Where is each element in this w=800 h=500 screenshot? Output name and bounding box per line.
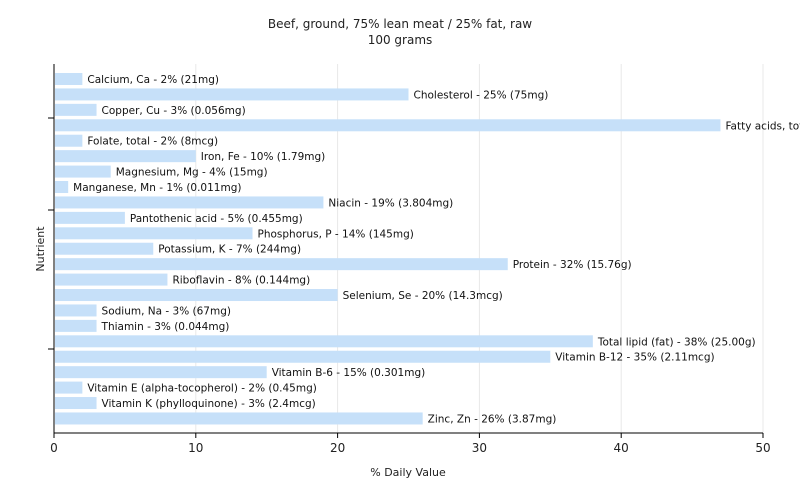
x-tick-label: 50: [755, 441, 770, 455]
axes-group: 0 10 20 30 40 50: [48, 64, 771, 455]
bar-label: Magnesium, Mg - 4% (15mg): [116, 167, 268, 179]
bar-label: Vitamin B-12 - 35% (2.11mcg): [555, 352, 714, 364]
bar: [55, 181, 69, 194]
bar: [55, 304, 97, 317]
bar-label: Copper, Cu - 3% (0.056mg): [102, 105, 246, 117]
bar-label: Vitamin E (alpha-tocopherol) - 2% (0.45m…: [87, 383, 316, 395]
bar: [55, 273, 168, 286]
bar: [55, 412, 423, 425]
bar-label: Manganese, Mn - 1% (0.011mg): [73, 182, 241, 194]
bar-label: Pantothenic acid - 5% (0.455mg): [130, 213, 303, 225]
chart-title: Beef, ground, 75% lean meat / 25% fat, r…: [268, 17, 532, 31]
bar: [55, 119, 721, 132]
bar: [55, 366, 267, 379]
bar-label: Calcium, Ca - 2% (21mg): [87, 74, 219, 86]
bar-label: Total lipid (fat) - 38% (25.00g): [597, 336, 756, 348]
bar-label: Cholesterol - 25% (75mg): [414, 89, 549, 101]
bars-group: Calcium, Ca - 2% (21mg) Cholesterol - 25%…: [55, 73, 800, 425]
bar-label: Protein - 32% (15.76g): [513, 259, 632, 271]
bar-label: Selenium, Se - 20% (14.3mcg): [343, 290, 503, 302]
bar-label: Fatty acids, total saturated - 47% (9.48…: [725, 120, 800, 132]
bar: [55, 211, 125, 224]
bar: [55, 73, 83, 85]
bar: [55, 150, 196, 163]
bar-label: Thiamin - 3% (0.044mg): [101, 321, 230, 333]
bar: [55, 289, 338, 302]
bar: [55, 242, 154, 255]
bar-label: Potassium, K - 7% (244mg): [158, 244, 301, 256]
bar-label: Iron, Fe - 10% (1.79mg): [201, 151, 325, 163]
x-tick-label: 0: [50, 441, 58, 455]
bar-label: Riboflavin - 8% (0.144mg): [172, 275, 310, 287]
bar-label: Vitamin K (phylloquinone) - 3% (2.4mcg): [102, 398, 316, 410]
bar-label: Phosphorus, P - 14% (145mg): [258, 228, 414, 240]
bar: [55, 196, 324, 209]
bar: [55, 165, 111, 178]
bar-label: Niacin - 19% (3.804mg): [328, 197, 453, 209]
bar: [55, 134, 83, 147]
bar: [55, 397, 97, 410]
y-axis-title: Nutrient: [34, 226, 47, 272]
bar: [55, 88, 409, 101]
x-axis-title: % Daily Value: [370, 466, 446, 479]
x-tick-label: 10: [188, 441, 203, 455]
x-tick-label: 20: [330, 441, 345, 455]
x-tick-label: 40: [614, 441, 629, 455]
bar-label: Zinc, Zn - 26% (3.87mg): [428, 413, 557, 425]
x-tick-label: 30: [472, 441, 487, 455]
bar-label: Vitamin B-6 - 15% (0.301mg): [272, 367, 426, 379]
bar: [55, 103, 97, 116]
bar-label: Sodium, Na - 3% (67mg): [102, 305, 231, 317]
bar: [55, 227, 253, 240]
bar: [55, 258, 508, 271]
bar: [55, 335, 593, 348]
bar: [55, 350, 551, 363]
chart-subtitle: 100 grams: [368, 33, 433, 47]
bar-label: Folate, total - 2% (8mcg): [87, 136, 218, 148]
bar: [55, 381, 83, 394]
bar: [55, 319, 97, 332]
